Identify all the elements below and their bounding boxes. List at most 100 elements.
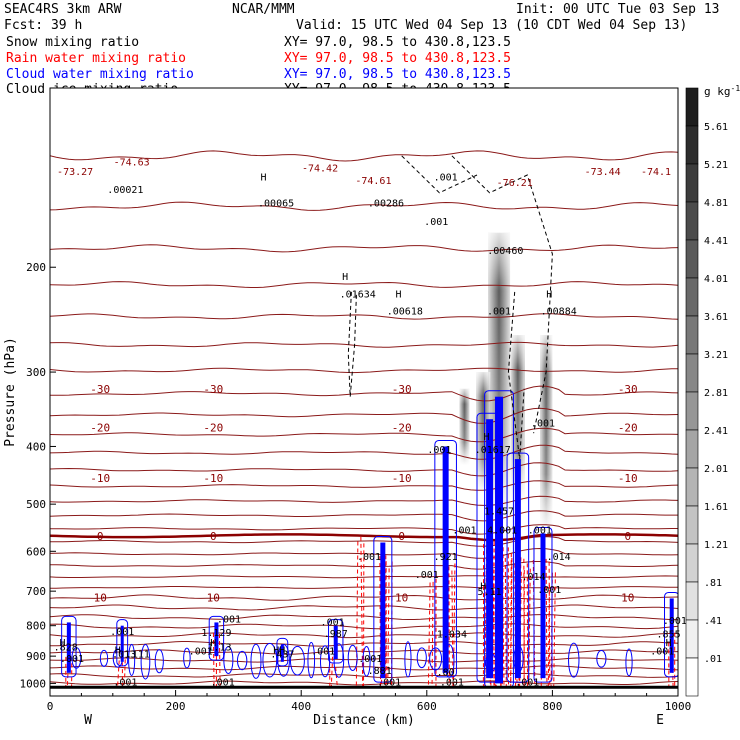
- shallow-cloud-contour: [362, 646, 371, 677]
- y-tick-label: 500: [26, 498, 46, 511]
- contour-value-label: .001: [531, 418, 555, 429]
- rain-contour: [330, 656, 334, 688]
- contour-value-label: H: [210, 638, 216, 649]
- contour-value-label: -74.63: [114, 158, 150, 169]
- contour-value-label: .001: [487, 306, 511, 317]
- isotherm-line: [50, 427, 678, 443]
- y-tick-label: 1000: [20, 677, 47, 690]
- colorbar-unit: g kg-1: [704, 84, 740, 98]
- west-label: W: [84, 713, 92, 728]
- contour-value-label: .001: [440, 677, 464, 688]
- cloud-water-core: [540, 533, 546, 679]
- contour-value-label: .01634: [340, 290, 376, 301]
- colorbar-swatch: [685, 429, 699, 469]
- isotherm-label: -10: [90, 472, 110, 485]
- isotherm-line: [50, 385, 678, 402]
- isotherm-line: [50, 480, 678, 491]
- contour-value-label: .01617: [475, 445, 511, 456]
- contour-value-label: H: [483, 432, 489, 443]
- colorbar-swatch: [685, 163, 699, 203]
- cloud-water-contour: [434, 439, 457, 678]
- contour-value-label: .00460: [487, 246, 523, 257]
- contour-value-label: H: [261, 172, 267, 183]
- contour-value-label: -76.21: [497, 178, 533, 189]
- shallow-cloud-contour: [568, 642, 580, 678]
- contour-value-label: .80: [437, 668, 455, 679]
- rain-contour: [547, 584, 550, 688]
- rain-contour: [335, 667, 338, 688]
- contour-value-label: .001: [434, 172, 458, 183]
- cloud-water-contour: [116, 619, 129, 667]
- colorbar-swatch: [685, 201, 699, 241]
- isotherm-label: -10: [392, 472, 412, 485]
- shallow-cloud-contour: [307, 641, 316, 679]
- shallow-cloud-contour: [347, 644, 358, 672]
- cloud-water-contour: [61, 615, 77, 678]
- shallow-cloud-contour: [250, 643, 262, 679]
- center-label: NCAR/MMM: [232, 2, 295, 17]
- colorbar-label: 4.01: [704, 274, 728, 285]
- contour-value-label: .001: [452, 525, 476, 536]
- isotherm-label: 10: [395, 592, 408, 605]
- y-tick-label: 400: [26, 440, 46, 453]
- shallow-cloud-contour: [183, 647, 191, 669]
- contour-value-label: .014: [522, 572, 546, 583]
- cloud-water-contours: [61, 390, 678, 688]
- contour-value-label: 4.001: [487, 525, 517, 536]
- colorbar-label: 3.61: [704, 312, 728, 323]
- snow-column-edge: [510, 335, 525, 505]
- contour-value-label: H: [666, 638, 672, 649]
- shallow-cloud-contour: [404, 641, 412, 678]
- contour-value-label: H: [546, 290, 552, 301]
- contour-value-label: H: [342, 272, 348, 283]
- contour-value-label: .00618: [387, 306, 423, 317]
- contour-value-label: .001: [663, 616, 687, 627]
- cloud-ice-contours: [347, 155, 553, 460]
- contour-value-label: .001: [358, 654, 382, 665]
- contour-value-label: .001: [211, 677, 235, 688]
- colorbar-swatch: [685, 125, 699, 165]
- isotherm-label: 0: [97, 530, 104, 543]
- rain-contour: [510, 557, 513, 688]
- contour-value-label: H: [396, 290, 402, 301]
- colorbar-swatch: [685, 87, 699, 127]
- cloud-water-contour: [276, 637, 289, 667]
- isotherm-line: [50, 313, 678, 320]
- contour-value-label: .00021: [107, 185, 143, 196]
- cloud-water-contour: [533, 526, 553, 683]
- field-xy-rain: XY= 97.0, 98.5 to 430.8,123.5: [284, 51, 511, 66]
- cloud-water-contour: [506, 452, 530, 683]
- contour-value-label: .001: [110, 627, 134, 638]
- contour-value-label: .855: [657, 630, 681, 641]
- colorbar-label: 2.81: [704, 388, 728, 399]
- contour-value-label: .001: [377, 677, 401, 688]
- shallow-cloud-contour: [223, 646, 234, 674]
- shallow-cloud-contour: [416, 647, 427, 669]
- field-xy-snow: XY= 97.0, 98.5 to 430.8,123.5: [284, 35, 511, 50]
- isotherm-label: -10: [618, 472, 638, 485]
- cloud-water-core: [514, 459, 521, 679]
- y-tick-label: 200: [26, 261, 46, 274]
- colorbar-swatch: [685, 619, 699, 659]
- colorbar-label: .01: [704, 654, 722, 665]
- y-tick-label: 800: [26, 620, 46, 633]
- contour-value-label: H: [480, 581, 486, 592]
- rain-contour: [545, 558, 548, 688]
- contour-value-label: .014: [547, 552, 571, 563]
- isotherm-line: [50, 510, 678, 522]
- contour-value-label: .881: [368, 666, 392, 677]
- shallow-cloud-contour: [277, 644, 290, 677]
- shallow-cloud-contour: [71, 647, 82, 669]
- isotherm-label: -20: [90, 422, 110, 435]
- isotherm-label: 0: [210, 530, 217, 543]
- snow-column-edge: [488, 232, 511, 525]
- contour-value-label: H: [115, 645, 121, 656]
- isotherm-line: [50, 495, 678, 506]
- contour-value-label: .001: [427, 445, 451, 456]
- isotherm-line: [50, 281, 678, 288]
- colorbar-swatch: [685, 657, 699, 697]
- colorbar-label: 2.01: [704, 464, 728, 475]
- contour-value-label: 5.11: [478, 587, 502, 598]
- isotherm-line: [50, 341, 678, 348]
- snow-column-edge: [459, 388, 470, 466]
